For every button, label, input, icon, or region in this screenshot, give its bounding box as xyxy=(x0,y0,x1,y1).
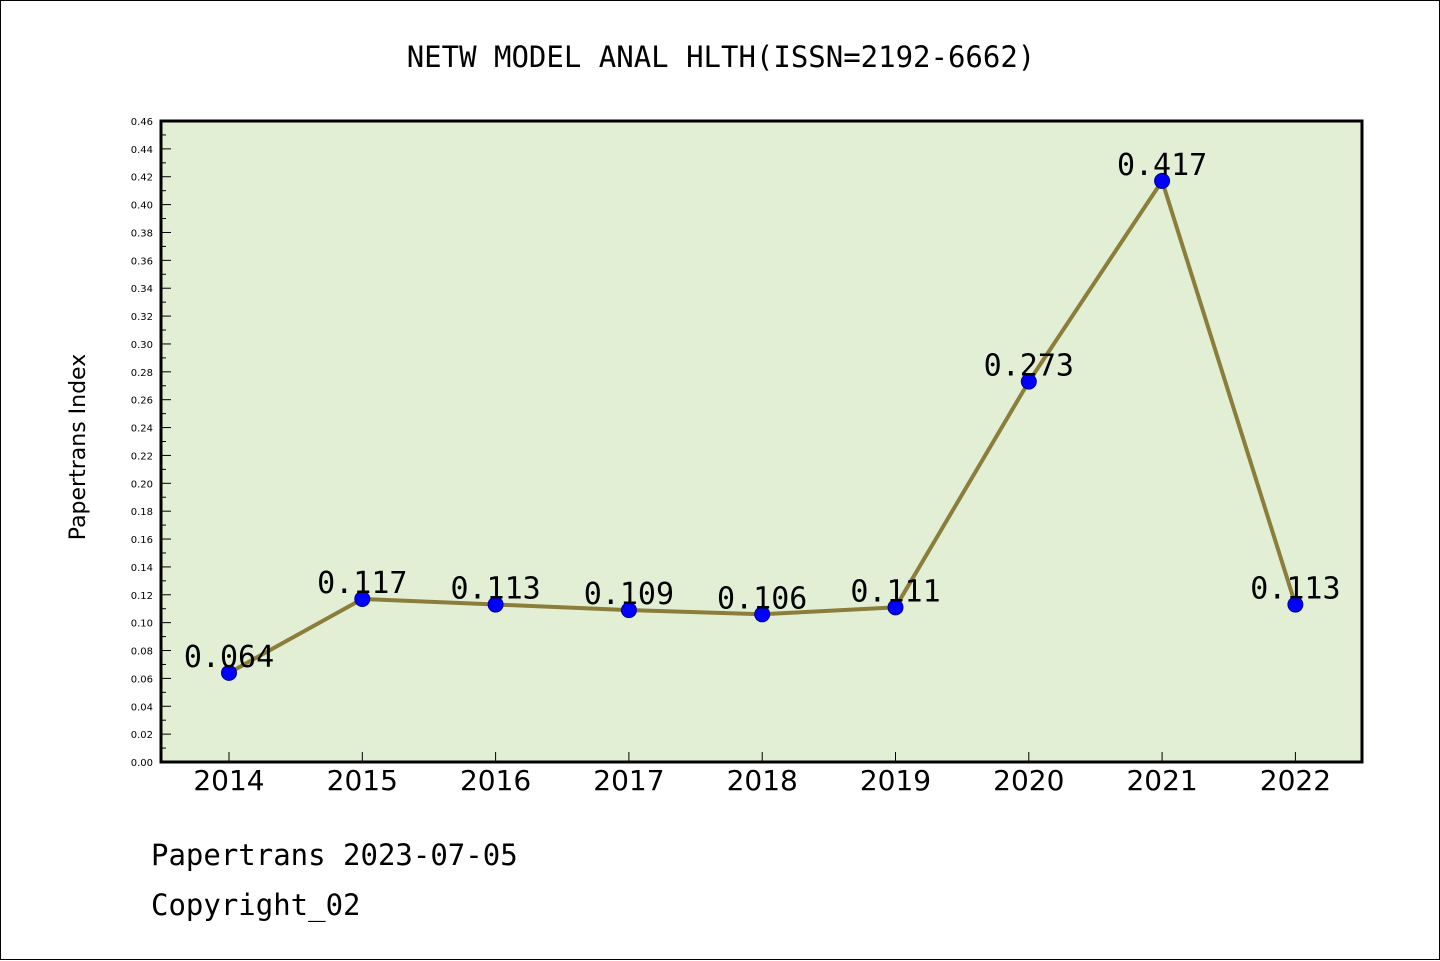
y-tick-label: 0.42 xyxy=(131,173,153,184)
data-point-marker xyxy=(887,599,904,616)
data-value-label: 0.113 xyxy=(1250,572,1340,607)
y-tick-label: 0.28 xyxy=(131,368,153,379)
y-tick-label: 0.08 xyxy=(131,647,153,658)
y-tick-label: 0.38 xyxy=(131,228,153,239)
data-point-marker xyxy=(354,590,371,607)
x-axis: 2014 2015 2016 2017 2018 2019 2020 2021 2022 xyxy=(193,752,1331,797)
y-tick-label: 0.24 xyxy=(131,424,153,435)
footer-source-text: Papertrans 2023-07-05 xyxy=(151,838,518,872)
y-tick-label: 0.14 xyxy=(131,563,153,574)
y-tick-label: 0.06 xyxy=(131,674,153,685)
data-point-marker xyxy=(1020,373,1037,390)
x-tick-label: 2017 xyxy=(593,764,664,797)
data-value-label: 0.106 xyxy=(717,581,807,616)
y-tick-label: 0.12 xyxy=(131,591,153,602)
y-tick-label: 0.44 xyxy=(131,145,153,156)
data-value-label: 0.417 xyxy=(1117,148,1207,183)
data-value-label: 0.113 xyxy=(450,572,540,607)
y-tick-label: 0.22 xyxy=(131,451,153,462)
y-tick-label: 0.36 xyxy=(131,256,153,267)
plot-border xyxy=(159,119,1364,764)
y-tick-label: 0.30 xyxy=(131,340,153,351)
x-tick-label: 2022 xyxy=(1260,764,1331,797)
data-point-marker xyxy=(754,606,771,623)
x-tick-label: 2014 xyxy=(193,764,264,797)
data-value-label: 0.117 xyxy=(317,566,407,601)
x-tick-label: 2016 xyxy=(460,764,531,797)
y-tick-label: 0.46 xyxy=(131,117,153,128)
y-tick-label: 0.10 xyxy=(131,619,153,630)
data-point-marker xyxy=(620,602,637,619)
data-value-label: 0.273 xyxy=(984,349,1074,384)
y-tick-label: 0.18 xyxy=(131,507,153,518)
x-tick-label: 2020 xyxy=(993,764,1064,797)
data-value-label: 0.109 xyxy=(584,577,674,612)
data-point-marker xyxy=(1287,596,1304,613)
y-tick-label: 0.34 xyxy=(131,284,153,295)
y-tick-label: 0.20 xyxy=(131,479,153,490)
plot-area xyxy=(161,121,1362,762)
x-tick-label: 2018 xyxy=(727,764,798,797)
data-value-label: 0.064 xyxy=(184,640,274,675)
y-tick-label: 0.40 xyxy=(131,201,153,212)
data-point-marker xyxy=(221,664,237,681)
footer-copyright-text: Copyright_02 xyxy=(151,888,361,923)
y-tick-label: 0.02 xyxy=(131,730,153,741)
y-axis-label: Papertrans Index xyxy=(66,354,91,540)
y-tick-label: 0.16 xyxy=(131,535,153,546)
series-markers xyxy=(221,172,1304,681)
x-tick-label: 2019 xyxy=(860,764,931,797)
data-value-label: 0.111 xyxy=(850,574,940,609)
y-tick-label: 0.26 xyxy=(131,396,153,407)
y-tick-label: 0.00 xyxy=(131,758,153,769)
x-tick-label: 2015 xyxy=(327,764,398,797)
chart-title: NETW MODEL ANAL HLTH(ISSN=2192-6662) xyxy=(407,40,1036,74)
y-tick-label: 0.32 xyxy=(131,312,153,323)
data-point-marker xyxy=(1154,172,1171,189)
y-tick-label: 0.04 xyxy=(131,702,153,713)
y-axis: 0.00 0.02 0.04 0.06 0.08 0.10 0.12 0.14 0.16 0.18… xyxy=(131,117,171,769)
x-tick-label: 2021 xyxy=(1126,764,1197,797)
data-point-marker xyxy=(487,596,504,613)
data-labels: 0.064 0.117 0.113 0.109 0.106 0.111 0.273 0.417… xyxy=(184,148,1341,675)
